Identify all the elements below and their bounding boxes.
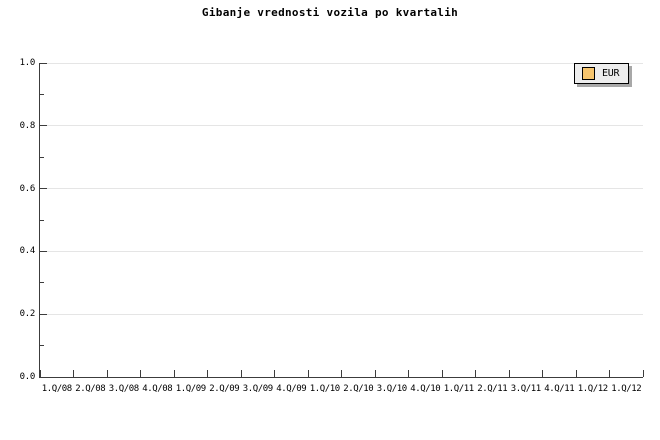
y-axis-tick-label: 0.0 <box>19 372 36 382</box>
x-axis-tick-label: 1.Q/10 <box>309 384 341 394</box>
y-gridline <box>40 250 643 252</box>
x-tick <box>173 370 175 377</box>
y-minor-tick <box>40 156 44 158</box>
y-gridline <box>40 125 643 127</box>
y-axis-tick-label: 0.2 <box>19 309 36 320</box>
x-tick <box>374 370 376 377</box>
x-tick <box>140 370 141 377</box>
x-tick <box>475 370 476 377</box>
y-major-tick <box>40 313 47 315</box>
x-tick <box>274 370 275 377</box>
x-axis-tick-label: 1.Q/09 <box>175 384 207 394</box>
y-major-tick <box>40 188 47 190</box>
legend-swatch-icon <box>582 67 595 80</box>
x-tick <box>575 370 577 377</box>
y-minor-tick <box>40 219 44 221</box>
x-axis-tick-label: 1.Q/08 <box>41 384 73 394</box>
x-tick <box>106 370 108 377</box>
x-tick <box>441 370 443 377</box>
x-tick <box>508 370 510 377</box>
y-axis-tick-label: 0.6 <box>19 183 36 194</box>
legend-label: EUR <box>602 68 620 79</box>
y-axis-tick-label: 1.0 <box>19 58 36 68</box>
y-gridline <box>40 62 643 64</box>
x-axis-tick-label: 3.Q/10 <box>376 384 408 394</box>
x-tick <box>341 370 342 377</box>
x-axis-tick-label: 4.Q/11 <box>544 384 575 394</box>
x-tick <box>542 370 543 377</box>
x-tick <box>642 370 644 377</box>
x-tick <box>39 370 41 377</box>
x-tick <box>73 370 74 377</box>
y-major-tick <box>40 125 47 127</box>
x-tick <box>609 370 610 377</box>
legend: EUR <box>574 63 630 84</box>
x-tick <box>307 370 309 377</box>
y-axis-tick-label: 0.8 <box>19 120 36 131</box>
x-axis-tick-label: 3.Q/09 <box>242 384 274 394</box>
x-tick <box>207 370 208 377</box>
y-gridline <box>40 313 643 315</box>
y-minor-tick <box>40 282 44 284</box>
x-axis-tick-label: 1.Q/12 <box>577 384 609 394</box>
y-minor-tick <box>40 345 44 347</box>
x-tick <box>240 370 242 377</box>
x-axis-tick-label: 2.Q/08 <box>75 384 106 394</box>
x-axis-tick-label: 1.Q/12 <box>611 384 642 394</box>
x-axis-tick-label: 4.Q/09 <box>276 384 307 394</box>
x-axis-tick-label: 4.Q/08 <box>142 384 173 394</box>
y-axis-tick-label: 0.4 <box>19 246 36 257</box>
x-axis-tick-label: 2.Q/11 <box>477 384 508 394</box>
y-major-tick <box>40 376 47 378</box>
x-axis-tick-label: 4.Q/10 <box>410 384 441 394</box>
y-major-tick <box>40 62 47 64</box>
plot-area: 0.0 0.2 0.4 0.6 0.8 1.0 1.Q/08 2.Q/08 3.Q/08 4.Q/… <box>20 58 644 394</box>
x-tick <box>408 370 409 377</box>
x-axis-tick-label: 2.Q/10 <box>343 384 374 394</box>
x-axis-tick-label: 3.Q/11 <box>510 384 542 394</box>
x-axis-tick-label: 2.Q/09 <box>209 384 240 394</box>
y-gridline <box>40 188 643 190</box>
y-minor-tick <box>40 93 44 95</box>
chart-title: Gibanje vrednosti vozila po kvartalih <box>201 6 459 19</box>
y-major-tick <box>40 250 47 252</box>
x-axis-tick-label: 1.Q/11 <box>443 384 475 394</box>
x-axis-tick-label: 3.Q/08 <box>108 384 140 394</box>
